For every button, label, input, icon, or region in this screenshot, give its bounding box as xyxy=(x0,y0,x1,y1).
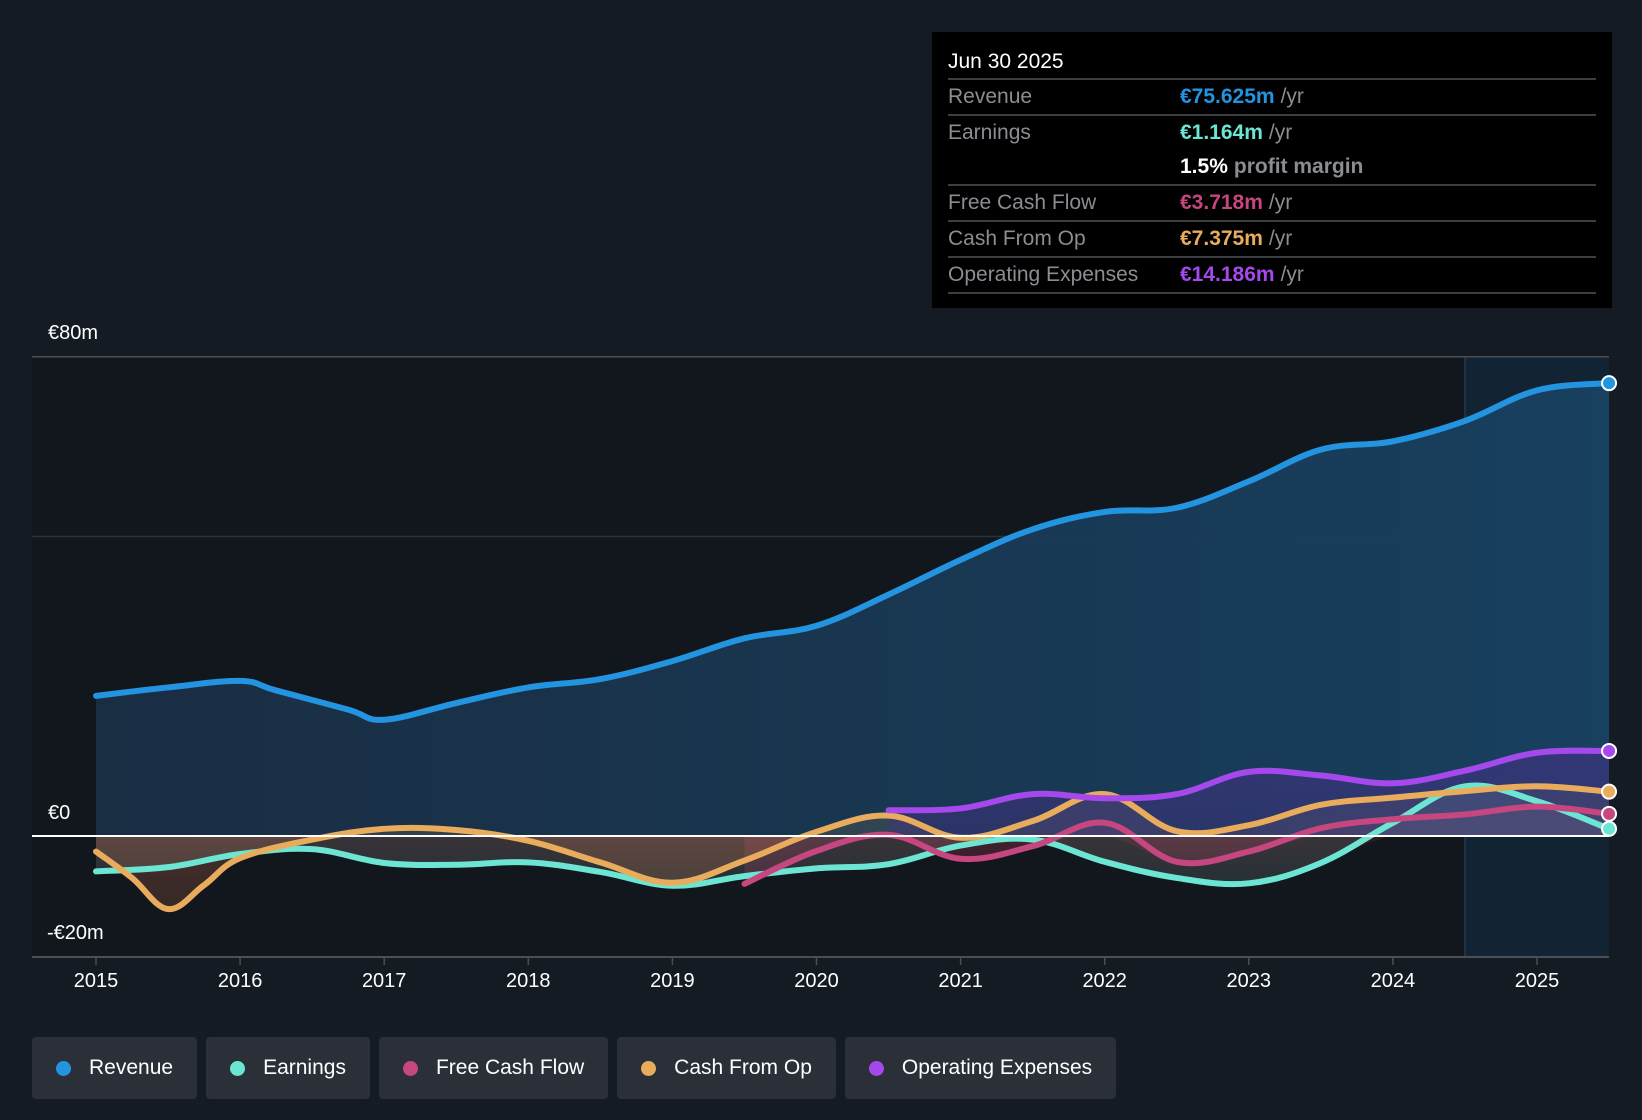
legend-label: Operating Expenses xyxy=(901,1056,1093,1079)
y-tick-label-80m: €80m xyxy=(48,322,99,344)
area-revenue xyxy=(96,383,1609,836)
tooltip-value: €7.375m xyxy=(1180,227,1263,250)
tooltip-label: Revenue xyxy=(948,85,1033,108)
tooltip-row-earnings: Earnings €1.164m /yr xyxy=(948,116,1596,150)
y-tick-label-0: €0 xyxy=(48,802,71,824)
x-tick-label: 2019 xyxy=(650,970,695,992)
legend-label: Revenue xyxy=(89,1056,174,1079)
tooltip-unit: /yr xyxy=(1268,227,1293,250)
legend-dot-icon xyxy=(868,1060,884,1076)
tooltip-label: Operating Expenses xyxy=(948,263,1139,286)
tooltip-row-operating-expenses: Operating Expenses €14.186m /yr xyxy=(948,258,1596,294)
tooltip-label xyxy=(948,150,1180,184)
tooltip-profit-margin-value: 1.5% xyxy=(1180,155,1228,178)
legend-label: Cash From Op xyxy=(674,1056,812,1079)
line-earnings xyxy=(93,782,1609,889)
tooltip-label: Cash From Op xyxy=(948,227,1086,250)
area-negative-cash-from-op xyxy=(96,833,1609,910)
legend-label: Earnings xyxy=(263,1056,346,1079)
tooltip-unit: /yr xyxy=(1280,85,1304,108)
tooltip-label: Earnings xyxy=(948,121,1031,144)
x-tick-label: 2016 xyxy=(217,970,263,992)
tooltip-unit: /yr xyxy=(1268,191,1293,214)
x-tick-label: 2015 xyxy=(73,970,119,992)
line-operating-expenses xyxy=(885,747,1609,814)
line-revenue xyxy=(93,380,1609,723)
tooltip-unit: /yr xyxy=(1280,263,1304,286)
x-tick-label: 2025 xyxy=(1514,970,1560,992)
x-tick-label: 2021 xyxy=(938,970,983,992)
endpoint-marker-earnings xyxy=(1601,820,1618,837)
tooltip-value: €75.625m xyxy=(1180,85,1275,108)
tooltip-value: €3.718m xyxy=(1180,191,1263,214)
x-tick-label: 2017 xyxy=(361,970,407,992)
legend-dot-icon xyxy=(230,1060,246,1076)
endpoint-marker-operating-expenses xyxy=(1601,742,1618,759)
legend-item-free-cash-flow[interactable]: Free Cash Flow xyxy=(378,1037,609,1099)
endpoint-marker-free-cash-flow xyxy=(1601,805,1618,822)
endpoint-marker-revenue xyxy=(1601,375,1618,392)
x-tick-label: 2018 xyxy=(506,970,551,992)
tooltip-label: Free Cash Flow xyxy=(948,191,1097,214)
legend-item-cash-from-op[interactable]: Cash From Op xyxy=(617,1037,836,1099)
endpoint-marker-cash-from-op xyxy=(1601,783,1618,800)
tooltip-row-revenue: Revenue €75.625m /yr xyxy=(948,80,1596,116)
area-earnings xyxy=(96,785,1609,886)
tooltip-row-free-cash-flow: Free Cash Flow €3.718m /yr xyxy=(948,186,1596,222)
legend-dot-icon xyxy=(56,1060,71,1076)
legend-label: Free Cash Flow xyxy=(435,1056,585,1079)
x-tick-label: 2023 xyxy=(1226,970,1272,992)
line-free-cash-flow xyxy=(741,803,1609,887)
x-tick-label: 2020 xyxy=(794,970,839,992)
y-tick-label-neg20m: -€20m xyxy=(47,922,104,944)
tooltip-panel: Jun 30 2025 Revenue €75.625m /yr Earning… xyxy=(932,32,1612,308)
legend-item-operating-expenses[interactable]: Operating Expenses xyxy=(844,1037,1117,1099)
legend-item-revenue[interactable]: Revenue xyxy=(32,1037,198,1099)
tooltip-value: €1.164m xyxy=(1180,121,1263,144)
tooltip-unit: /yr xyxy=(1268,121,1293,144)
x-tick-label: 2024 xyxy=(1370,970,1416,992)
tooltip-value: €14.186m xyxy=(1180,263,1275,286)
tooltip-row-cash-from-op: Cash From Op €7.375m /yr xyxy=(948,222,1596,258)
legend-dot-icon xyxy=(641,1060,657,1076)
legend-item-earnings[interactable]: Earnings xyxy=(206,1037,370,1099)
chart-legend: Revenue Earnings Free Cash Flow Cash Fro… xyxy=(32,1037,1117,1099)
x-tick-label: 2022 xyxy=(1082,970,1127,992)
tooltip-profit-margin-label: profit margin xyxy=(1233,155,1364,178)
tooltip-row-profit-margin: 1.5% profit margin xyxy=(948,150,1596,186)
tooltip-date: Jun 30 2025 xyxy=(948,46,1596,80)
legend-dot-icon xyxy=(402,1060,418,1076)
